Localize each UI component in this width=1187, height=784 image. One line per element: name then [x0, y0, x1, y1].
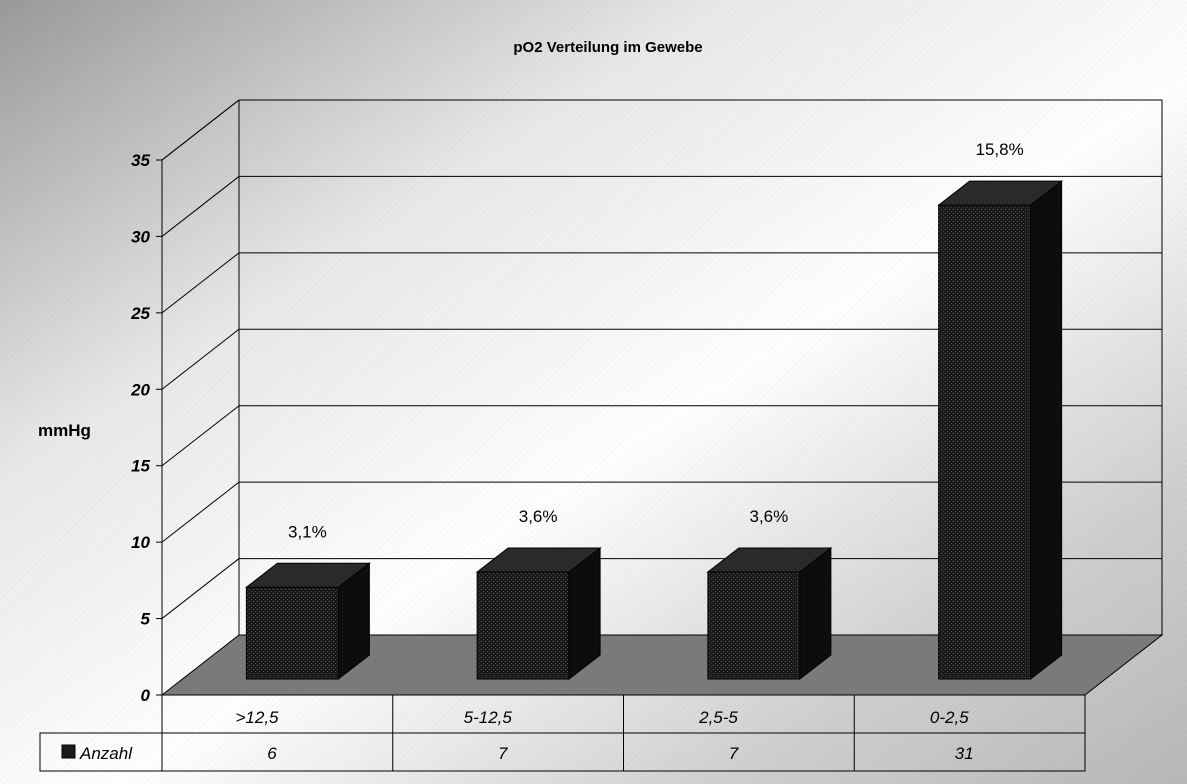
x-tick-label: >12,5 — [235, 708, 279, 727]
gridline-side — [161, 252, 240, 314]
data-table-cell: 6 — [267, 744, 277, 763]
y-axis-label: mmHg — [38, 421, 91, 440]
bar-front — [476, 571, 570, 680]
y-tick-label: 15 — [131, 457, 150, 476]
y-tick-label: 30 — [131, 227, 150, 246]
x-tick-label: 2,5-5 — [698, 708, 738, 727]
chart-title: pO2 Verteilung im Gewebe — [513, 39, 702, 56]
data-table-cell: 7 — [729, 744, 739, 763]
data-labels: 3,1% 3,6% 3,6% 15,8% — [288, 140, 1024, 541]
data-table-cell: 31 — [955, 744, 974, 763]
data-label: 3,6% — [519, 507, 558, 526]
legend-key — [61, 744, 76, 759]
gridline-side — [161, 405, 240, 467]
data-table: >12,5 5-12,5 2,5-5 0-2,5 6 7 7 31 Anzahl — [39, 694, 1086, 772]
data-label: 3,6% — [750, 507, 789, 526]
bar-top — [475, 547, 602, 573]
gridline-side — [161, 99, 240, 161]
data-table-row-header — [39, 732, 163, 772]
bar-front — [245, 586, 339, 680]
y-tick-label: 35 — [131, 151, 150, 170]
bar-top — [937, 180, 1064, 206]
x-tick-label: 5-12,5 — [464, 708, 513, 727]
y-axis: 0 5 10 15 20 25 30 35 — [130, 151, 162, 705]
legend-label: Anzahl — [79, 744, 133, 763]
y-tick-label: 0 — [141, 686, 151, 705]
bar-top — [244, 562, 371, 588]
bar-front — [707, 571, 801, 680]
data-label: 3,1% — [288, 522, 327, 541]
data-label: 15,8% — [976, 140, 1024, 159]
gridline-side — [161, 328, 240, 390]
bar-top — [706, 547, 833, 573]
gridline-side — [161, 176, 240, 237]
data-table-cell: 7 — [498, 744, 508, 763]
bar-side — [1030, 180, 1063, 681]
y-tick-label: 5 — [141, 610, 151, 629]
gridline-side — [161, 481, 240, 543]
y-tick-label: 20 — [130, 380, 150, 399]
gridline-side — [161, 558, 240, 619]
bar-front — [938, 204, 1032, 680]
bars — [244, 180, 1064, 681]
y-tick-label: 25 — [130, 304, 150, 323]
x-tick-label: 0-2,5 — [930, 708, 969, 727]
y-tick-label: 10 — [131, 533, 150, 552]
